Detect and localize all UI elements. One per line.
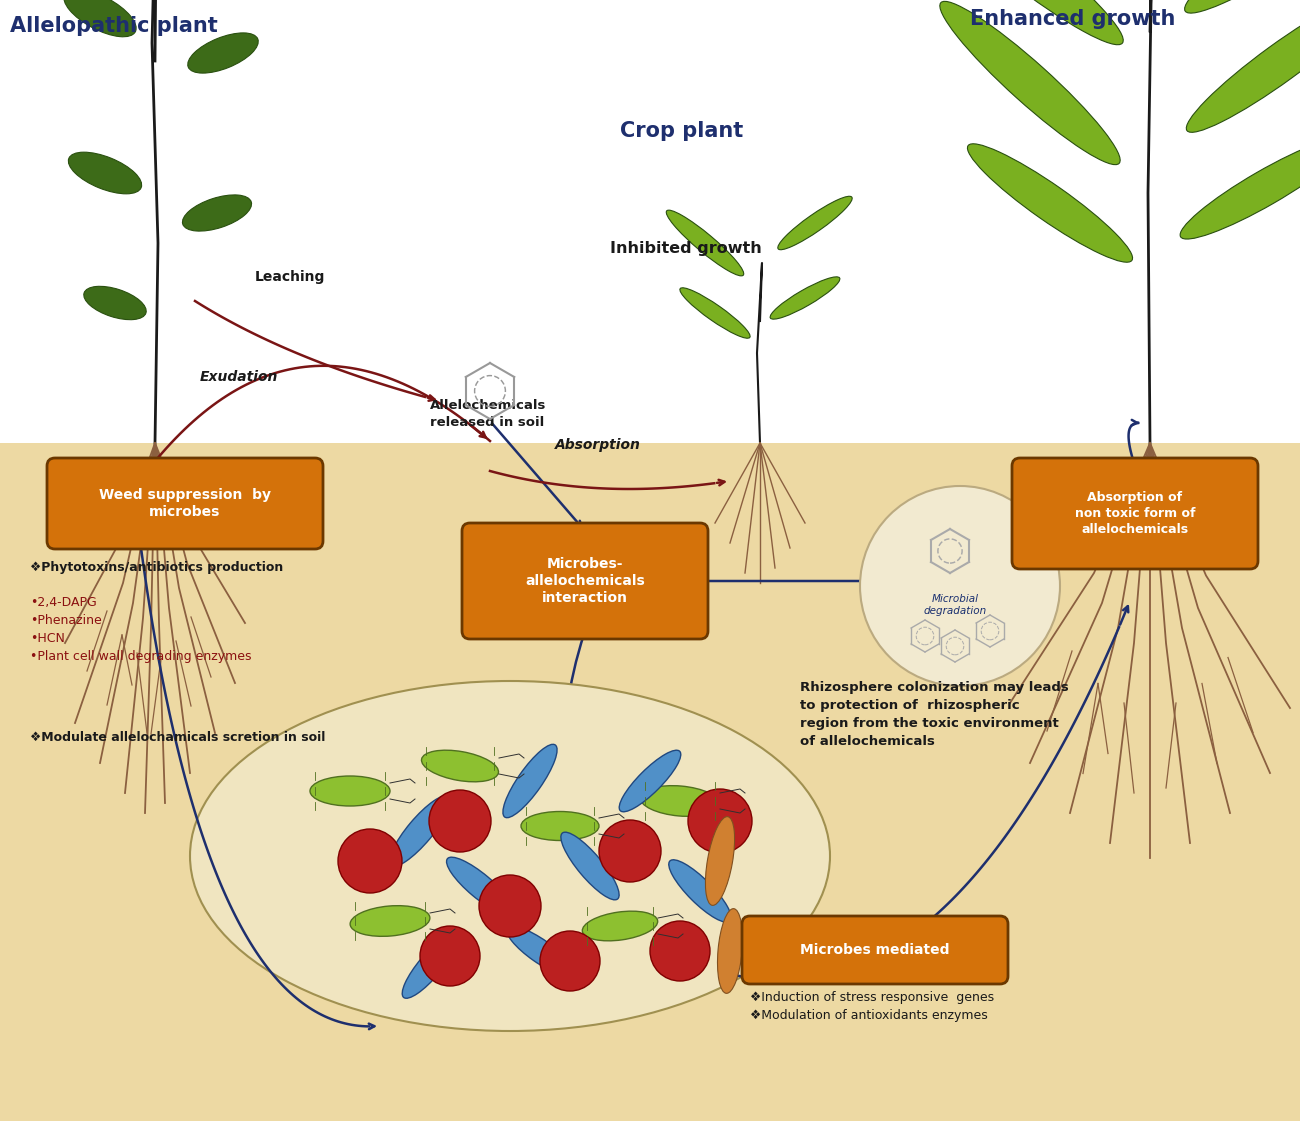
- Ellipse shape: [309, 776, 390, 806]
- Ellipse shape: [718, 909, 742, 993]
- Circle shape: [650, 921, 710, 981]
- Ellipse shape: [69, 152, 142, 194]
- Ellipse shape: [446, 858, 514, 915]
- FancyBboxPatch shape: [742, 916, 1008, 984]
- Ellipse shape: [390, 796, 451, 867]
- Circle shape: [429, 790, 491, 852]
- Ellipse shape: [770, 277, 840, 319]
- Ellipse shape: [421, 750, 498, 781]
- Ellipse shape: [619, 750, 681, 812]
- FancyBboxPatch shape: [47, 458, 322, 549]
- FancyBboxPatch shape: [1011, 458, 1258, 569]
- Text: •2,4-DAPG
•Phenazine
•HCN
•Plant cell wall degrading enzymes: •2,4-DAPG •Phenazine •HCN •Plant cell wa…: [30, 596, 251, 663]
- Circle shape: [338, 830, 402, 893]
- Ellipse shape: [503, 744, 558, 817]
- Text: Absorption: Absorption: [555, 438, 641, 452]
- Ellipse shape: [706, 816, 734, 906]
- Circle shape: [478, 876, 541, 937]
- Ellipse shape: [521, 812, 599, 841]
- Ellipse shape: [1187, 0, 1300, 132]
- Ellipse shape: [680, 288, 750, 339]
- Text: Allelochemicals
released in soil: Allelochemicals released in soil: [430, 399, 546, 429]
- Ellipse shape: [916, 0, 1123, 45]
- Ellipse shape: [190, 680, 829, 1031]
- Text: Weed suppression  by
microbes: Weed suppression by microbes: [99, 488, 270, 519]
- Ellipse shape: [940, 1, 1121, 165]
- Circle shape: [540, 932, 601, 991]
- Ellipse shape: [1184, 0, 1300, 13]
- Ellipse shape: [777, 196, 853, 250]
- Circle shape: [599, 819, 660, 882]
- Bar: [0, 443, 1300, 1121]
- FancyBboxPatch shape: [462, 524, 709, 639]
- Text: Inhibited growth: Inhibited growth: [610, 241, 762, 256]
- Ellipse shape: [1180, 137, 1300, 239]
- Text: Allelopathic plant: Allelopathic plant: [10, 16, 218, 36]
- Ellipse shape: [560, 832, 619, 900]
- Text: Exudation: Exudation: [200, 370, 278, 385]
- Ellipse shape: [182, 195, 252, 231]
- Ellipse shape: [350, 906, 430, 936]
- Text: Microbes mediated: Microbes mediated: [801, 943, 950, 957]
- Text: Microbial
degradation: Microbial degradation: [923, 594, 987, 615]
- Text: Absorption of
non toxic form of
allelochemicals: Absorption of non toxic form of alleloch…: [1075, 491, 1195, 536]
- Text: Leaching: Leaching: [255, 270, 325, 284]
- Ellipse shape: [668, 860, 731, 923]
- Ellipse shape: [640, 786, 720, 816]
- Text: ❖Phytotoxins/antibiotics production: ❖Phytotoxins/antibiotics production: [30, 560, 283, 574]
- Ellipse shape: [187, 33, 259, 73]
- Ellipse shape: [507, 926, 573, 975]
- Circle shape: [420, 926, 480, 986]
- Text: Microbes-
allelochemicals
interaction: Microbes- allelochemicals interaction: [525, 557, 645, 605]
- Text: Crop plant: Crop plant: [620, 121, 744, 141]
- Ellipse shape: [967, 143, 1132, 262]
- Ellipse shape: [402, 934, 458, 999]
- Text: ❖Induction of stress responsive  genes
❖Modulation of antioxidants enzymes: ❖Induction of stress responsive genes ❖M…: [750, 991, 994, 1022]
- Text: ❖Modulate allelochamicals scretion in soil: ❖Modulate allelochamicals scretion in so…: [30, 731, 325, 744]
- Text: Enhanced growth: Enhanced growth: [970, 9, 1175, 29]
- Circle shape: [861, 487, 1060, 686]
- Circle shape: [688, 789, 751, 853]
- Ellipse shape: [83, 286, 146, 319]
- Text: Rhizosphere colonization may leads
to protection of  rhizospheric
region from th: Rhizosphere colonization may leads to pr…: [800, 680, 1069, 748]
- Ellipse shape: [582, 911, 658, 941]
- Ellipse shape: [667, 210, 744, 276]
- Ellipse shape: [64, 0, 136, 37]
